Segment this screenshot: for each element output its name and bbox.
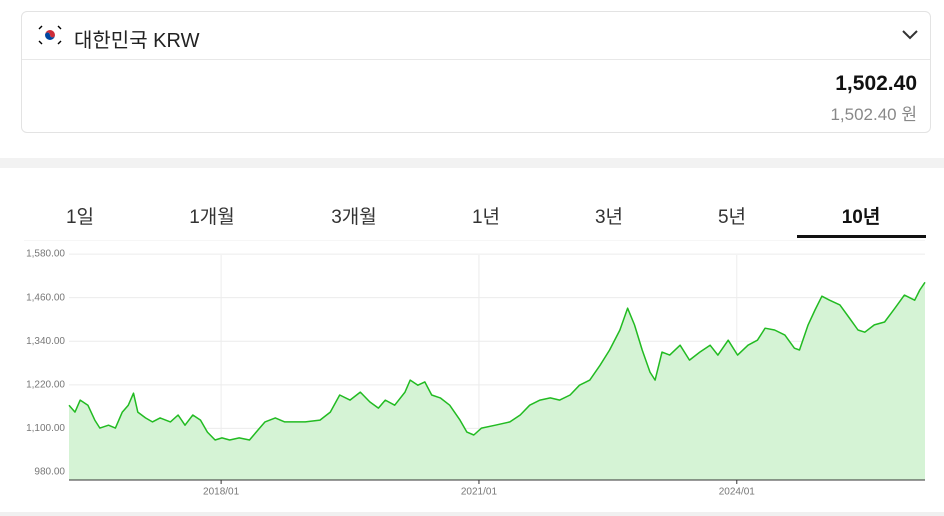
amount: 1,502.40 <box>835 72 917 95</box>
divider <box>0 158 944 168</box>
x-tick-label: 2021/01 <box>461 487 498 498</box>
currency-card: 대한민국 KRW 1,502.40 1,502.40 원 <box>21 11 931 133</box>
period-tab[interactable]: 1일 <box>65 207 95 228</box>
period-tab[interactable]: 3년 <box>594 207 624 228</box>
y-tick-label: 1,100.00 <box>26 423 65 434</box>
period-tab[interactable]: 1개월 <box>189 207 235 228</box>
y-tick-label: 1,340.00 <box>26 336 65 347</box>
period-tab[interactable]: 1년 <box>471 207 501 228</box>
chart: 980.00 1,100.00 1,220.00 1,340.00 1,460.00 1,… <box>24 240 926 498</box>
period-tab[interactable]: 5년 <box>717 207 747 228</box>
tab-underline <box>797 235 926 238</box>
divider <box>0 512 944 516</box>
period-tab[interactable]: 10년 <box>841 207 881 228</box>
rate-line <box>68 281 926 441</box>
y-tick-label: 1,460.00 <box>26 292 65 303</box>
period-tab[interactable]: 3개월 <box>331 207 377 228</box>
chevron[interactable] <box>902 30 918 40</box>
area-fill <box>69 282 925 480</box>
flag <box>37 24 63 46</box>
y-tick-label: 1,220.00 <box>26 379 65 390</box>
converted-amount: 1,502.40 원 <box>830 105 917 124</box>
currency-name: 대한민국 KRW <box>74 30 200 52</box>
y-tick-label: 1,580.00 <box>26 249 65 260</box>
currency-select[interactable]: 대한민국 KRW <box>22 12 930 60</box>
x-tick-label: 2024/01 <box>719 487 756 498</box>
y-tick-label: 980.00 <box>34 467 65 478</box>
x-tick-label: 2018/01 <box>203 487 240 498</box>
